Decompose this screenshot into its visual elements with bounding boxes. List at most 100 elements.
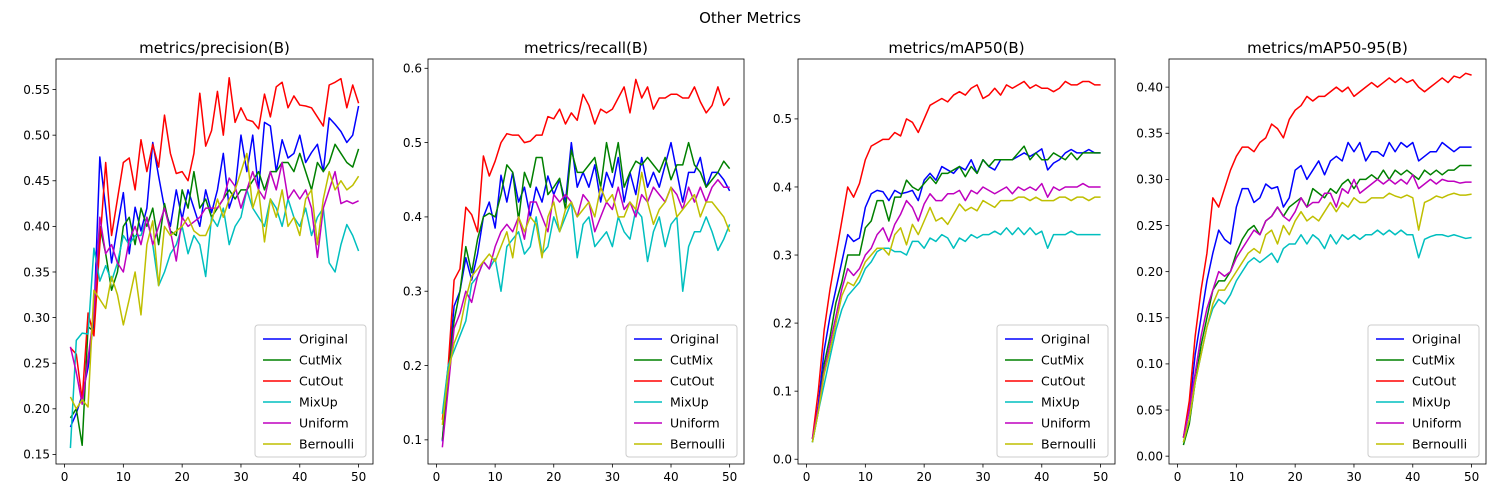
legend-label-bernoulli: Bernoulli	[1041, 437, 1096, 452]
chart-panel-4: metrics/mAP50-95(B) 0 10 20 30 40 50 0.00 0.05 0.…	[1136, 39, 1487, 484]
x-tick-label: 40	[1405, 470, 1420, 484]
legend-label-original: Original	[1041, 332, 1090, 347]
series-line-cutout	[1182, 72, 1472, 438]
chart-title: metrics/mAP50-95(B)	[1247, 39, 1408, 57]
y-tick-label: 0.25	[23, 357, 50, 371]
series-line-cutout	[811, 80, 1101, 439]
series-line-original	[811, 148, 1101, 439]
y-tick-label: 0.3	[403, 285, 422, 299]
x-tick-label: 50	[1464, 470, 1479, 484]
x-tick-label: 0	[1174, 470, 1182, 484]
legend-box	[254, 324, 367, 458]
x-tick-label: 20	[917, 470, 932, 484]
legend-label-uniform: Uniform	[670, 416, 720, 431]
axes-frame	[797, 58, 1116, 465]
series-group	[811, 80, 1101, 443]
y-tick-label: 0.3	[773, 248, 792, 262]
series-line-bernoulli	[69, 152, 360, 410]
y-tick-label: 0.20	[23, 402, 50, 416]
y-tick-label: 0.35	[23, 265, 50, 279]
legend-label-cutmix: CutMix	[670, 353, 713, 368]
y-tick-label: 0.40	[1136, 80, 1163, 94]
series-line-original	[441, 141, 731, 442]
y-tick-label: 0.10	[1136, 357, 1163, 371]
x-tick-label: 0	[61, 470, 69, 484]
x-tick-label: 10	[1229, 470, 1244, 484]
x-tick-label: 50	[722, 470, 737, 484]
legend-label-uniform: Uniform	[1041, 416, 1091, 431]
legend-label-mixup: MixUp	[1041, 395, 1080, 410]
legend-label-original: Original	[670, 332, 719, 347]
legend-label-original: Original	[1412, 332, 1461, 347]
series-line-uniform	[1182, 174, 1472, 438]
y-tick-label: 0.2	[403, 359, 422, 373]
y-tick-label: 0.50	[23, 128, 50, 142]
y-tick-label: 0.05	[1136, 403, 1163, 417]
legend-label-cutout: CutOut	[1041, 374, 1085, 389]
legend-label-original: Original	[299, 332, 348, 347]
y-tick-label: 0.15	[23, 448, 50, 462]
legend-label-cutout: CutOut	[1412, 374, 1456, 389]
y-tick-label: 0.4	[773, 180, 792, 194]
y-tick-label: 0.4	[403, 210, 422, 224]
y-tick-label: 0.1	[403, 433, 422, 447]
x-tick-label: 0	[803, 470, 811, 484]
x-tick-label: 10	[116, 470, 131, 484]
legend-label-cutout: CutOut	[670, 374, 714, 389]
x-tick-label: 40	[663, 470, 678, 484]
y-tick-label: 0.30	[23, 311, 50, 325]
x-tick-label: 20	[175, 470, 190, 484]
legend-label-cutout: CutOut	[299, 374, 343, 389]
panels-container: metrics/precision(B)0 10 20 30 40 500.150.200…	[23, 39, 1487, 484]
y-tick-label: 0.25	[1136, 219, 1163, 233]
legend-label-cutmix: CutMix	[1412, 353, 1455, 368]
y-tick-label: 0.20	[1136, 265, 1163, 279]
y-tick-label: 0.6	[403, 62, 422, 76]
chart-title: metrics/mAP50(B)	[888, 39, 1024, 57]
series-line-uniform	[811, 182, 1101, 439]
axes-frame	[427, 58, 745, 465]
legend-box	[996, 324, 1109, 458]
y-tick-label: 0.5	[773, 112, 792, 126]
chart-title: metrics/precision(B)	[139, 39, 290, 57]
legend-label-cutmix: CutMix	[299, 353, 342, 368]
series-line-bernoulli	[441, 171, 731, 426]
x-tick-label: 30	[605, 470, 620, 484]
legend-label-bernoulli: Bernoulli	[299, 437, 354, 452]
chart-panel-3: metrics/mAP50(B) 0 10 20 30 40 50 0.0 0.1 0.2 0.3 0…	[773, 39, 1116, 484]
legend-label-bernoulli: Bernoulli	[670, 437, 725, 452]
x-tick-label: 30	[975, 470, 990, 484]
series-line-uniform	[441, 179, 730, 448]
series-line-mixup	[69, 189, 360, 449]
series-line-bernoulli	[811, 196, 1101, 443]
series-line-cutout	[441, 78, 731, 420]
series-group	[1182, 72, 1472, 446]
y-tick-label: 0.40	[23, 220, 50, 234]
series-line-cutmix	[811, 145, 1101, 443]
x-tick-label: 30	[233, 470, 248, 484]
series-line-mixup	[1182, 229, 1472, 443]
series-line-bernoulli	[1182, 192, 1472, 443]
legend: Original CutMix CutOut MixUp Uniform Bernoull…	[625, 324, 738, 458]
figure-suptitle: Other Metrics	[699, 9, 801, 27]
legend: Original CutMix CutOut MixUp Uniform Bernoull…	[996, 324, 1109, 458]
y-tick-label: 0.0	[773, 453, 792, 467]
chart-panel-1: metrics/precision(B) 0 10 20 30 40 50 0.15 0.20 0…	[23, 39, 374, 484]
legend-label-mixup: MixUp	[1412, 395, 1451, 410]
x-tick-label: 10	[858, 470, 873, 484]
y-tick-label: 0.2	[773, 316, 792, 330]
x-tick-label: 50	[1093, 470, 1108, 484]
x-tick-label: 10	[487, 470, 502, 484]
legend-box	[625, 324, 738, 458]
x-tick-label: 40	[1034, 470, 1049, 484]
y-tick-label: 0.1	[773, 384, 792, 398]
legend-label-bernoulli: Bernoulli	[1412, 437, 1467, 452]
y-tick-label: 0.35	[1136, 127, 1163, 141]
axes-frame	[55, 58, 374, 465]
legend-label-uniform: Uniform	[1412, 416, 1462, 431]
legend-box	[1367, 324, 1480, 458]
series-line-cutmix	[441, 141, 731, 440]
series-group	[441, 78, 731, 448]
y-tick-label: 0.5	[403, 136, 422, 150]
